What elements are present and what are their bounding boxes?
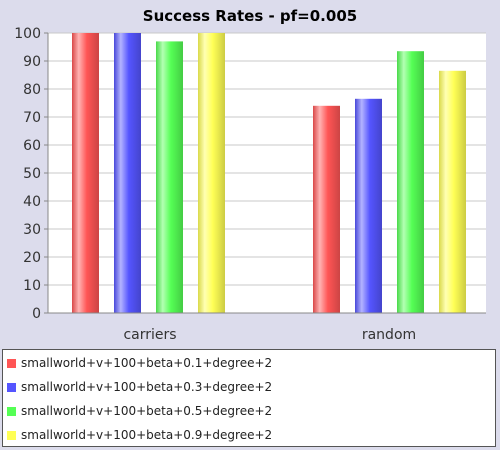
legend: smallworld+v+100+beta+0.1+degree+2 small… (2, 349, 496, 447)
category-label-carriers: carriers (123, 327, 176, 343)
legend-item-beta-0-1: smallworld+v+100+beta+0.1+degree+2 (7, 354, 272, 372)
y-tick-label: 50 (23, 166, 41, 182)
legend-label: smallworld+v+100+beta+0.9+degree+2 (21, 428, 273, 442)
y-tick-label: 80 (23, 82, 41, 98)
bars (72, 33, 466, 314)
bar-carriers-series-3 (156, 41, 183, 314)
legend-swatch-red (7, 358, 16, 368)
bar-random-series-3 (397, 51, 424, 313)
bar-random-series-2 (355, 98, 382, 313)
legend-swatch-blue (7, 382, 16, 392)
y-tick-label: 30 (23, 222, 41, 238)
y-tick-label: 20 (23, 250, 41, 266)
category-label-random: random (362, 327, 416, 343)
chart-title: Success Rates - pf=0.005 (143, 7, 357, 25)
y-tick-label: 0 (32, 306, 41, 322)
bar-random-series-1 (313, 105, 340, 313)
bar-chart: Success Rates - pf=0.005 0 10 20 30 40 50 60 70… (14, 7, 486, 343)
y-tick-label: 10 (23, 278, 41, 294)
bar-carriers-series-1 (72, 33, 99, 313)
legend-item-beta-0-3: smallworld+v+100+beta+0.3+degree+2 (7, 378, 272, 396)
legend-label: smallworld+v+100+beta+0.1+degree+2 (21, 356, 273, 370)
y-tick-label: 90 (23, 54, 41, 70)
y-tick-label: 100 (14, 26, 41, 42)
y-tick-label: 60 (23, 138, 41, 154)
legend-swatch-green (7, 406, 16, 416)
bar-carriers-series-4 (198, 33, 225, 313)
bar-random-series-4 (439, 70, 466, 313)
legend-item-beta-0-9: smallworld+v+100+beta+0.9+degree+2 (7, 426, 272, 444)
legend-label: smallworld+v+100+beta+0.3+degree+2 (21, 380, 273, 394)
legend-label: smallworld+v+100+beta+0.5+degree+2 (21, 404, 273, 418)
legend-swatch-yellow (7, 430, 16, 440)
y-tick-label: 40 (23, 194, 41, 210)
y-tick-labels: 0 10 20 30 40 50 60 70 80 90 100 (14, 26, 48, 322)
bar-carriers-series-2 (114, 33, 141, 313)
y-tick-label: 70 (23, 110, 41, 126)
legend-item-beta-0-5: smallworld+v+100+beta+0.5+degree+2 (7, 402, 272, 420)
